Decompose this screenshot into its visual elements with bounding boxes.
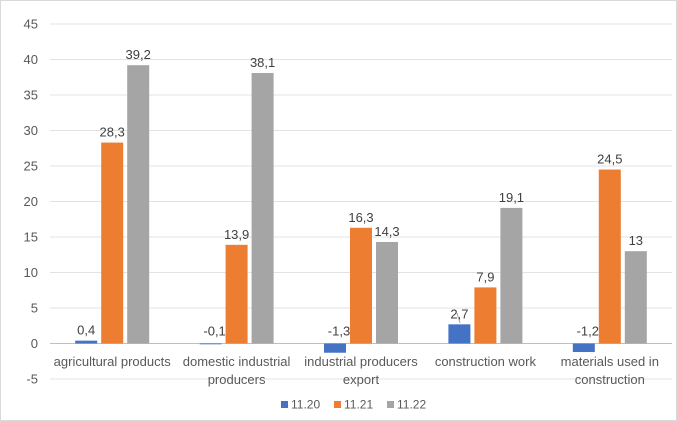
legend-swatch-11.20 [281, 401, 288, 408]
data-label-11.21-0: 28,3 [100, 125, 125, 140]
y-tick-label: 0 [31, 336, 38, 351]
legend-label-11.21: 11.21 [344, 398, 373, 412]
data-label-11.20-1: -0,1 [203, 324, 225, 339]
y-tick-label: 10 [24, 265, 38, 280]
bar-11.21-2 [350, 227, 372, 344]
y-tick-label: 25 [24, 159, 38, 174]
legend-label-11.22: 11.22 [397, 398, 426, 412]
data-label-11.21-4: 24,5 [597, 152, 622, 167]
bar-11.20-4 [572, 343, 595, 353]
data-label-11.20-3: 2,7 [450, 306, 468, 321]
legend-swatch-11.21 [334, 401, 341, 408]
bar-11.22-1 [251, 72, 274, 344]
bar-11.21-3 [474, 287, 497, 344]
data-label-11.22-1: 38,1 [250, 55, 275, 70]
bar-11.22-2 [376, 241, 398, 344]
bars [75, 65, 647, 353]
label-leader-line [456, 312, 461, 324]
legend-swatch-11.22 [387, 401, 394, 408]
category-label: export [343, 372, 380, 387]
bar-11.20-0 [75, 340, 98, 344]
category-label: construction [575, 372, 645, 387]
data-label-11.22-0: 39,2 [126, 47, 151, 62]
data-label-11.21-2: 16,3 [348, 210, 373, 225]
y-tick-label: 40 [24, 52, 38, 67]
y-tick-label: 20 [24, 194, 38, 209]
data-label-11.20-4: -1,2 [577, 324, 599, 339]
data-labels: 0,4 28,3 39,2 -0,1 13,9 38,1 -1,3 16,314,3 2,7 7,… [77, 47, 643, 338]
y-tick-label: 5 [31, 301, 38, 316]
data-label-11.20-0: 0,4 [77, 323, 95, 338]
bar-11.22-3 [500, 207, 523, 344]
bar-11.21-0 [101, 142, 124, 344]
gridlines [50, 23, 672, 380]
y-tick-label: 15 [24, 230, 38, 245]
data-label-11.20-2: -1,3 [328, 324, 350, 339]
data-label-11.22-3: 19,1 [499, 190, 524, 205]
bar-11.22-4 [624, 251, 647, 344]
category-label: construction work [435, 354, 537, 369]
y-tick-label: 30 [24, 123, 38, 138]
legend: 11.20 11.21 11.22 [281, 398, 426, 412]
legend-label-11.20: 11.20 [291, 398, 320, 412]
bar-11.20-3 [448, 324, 471, 344]
category-labels: agricultural products domestic industrial… [54, 354, 659, 387]
category-label: domestic industrial [183, 354, 291, 369]
bar-11.20-1 [199, 343, 222, 345]
bar-11.22-0 [127, 65, 150, 344]
data-label-11.21-1: 13,9 [224, 227, 249, 242]
category-label: industrial producers [304, 354, 418, 369]
category-label: producers [208, 372, 266, 387]
data-label-11.21-3: 7,9 [476, 269, 494, 284]
category-label: materials used in [561, 354, 659, 369]
y-tick-label: 45 [24, 17, 38, 32]
bar-11.20-2 [324, 343, 346, 353]
y-tick-label: 35 [24, 88, 38, 103]
y-axis-ticks: -5 0 5 10 15 20 25 30 35 40 45 [24, 17, 38, 387]
bar-11.21-4 [598, 169, 621, 344]
y-tick-label: -5 [26, 372, 38, 387]
data-label-11.22-2: 14,3 [374, 224, 399, 239]
category-label: agricultural products [54, 354, 172, 369]
bar-11.21-1 [225, 244, 248, 344]
data-label-11.22-4: 13 [629, 233, 643, 248]
